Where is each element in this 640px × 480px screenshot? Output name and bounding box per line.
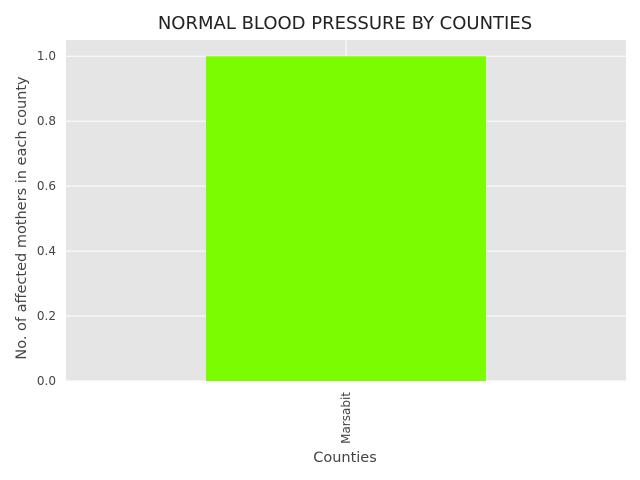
y-axis-ticks: 0.0 0.2 0.4 0.6 0.8 1.0 (37, 49, 56, 388)
y-tick-label: 1.0 (37, 49, 56, 63)
x-tick-label: Marsabit (339, 392, 353, 444)
chart-title: NORMAL BLOOD PRESSURE BY COUNTIES (158, 13, 532, 34)
y-axis-label: No. of affected mothers in each county (14, 76, 30, 360)
y-tick-label: 0.2 (37, 309, 56, 323)
y-tick-label: 0.6 (37, 179, 56, 193)
bar-marsabit (206, 56, 486, 381)
x-axis-ticks: Marsabit (339, 392, 353, 444)
y-tick-label: 0.0 (37, 374, 56, 388)
y-tick-label: 0.8 (37, 114, 56, 128)
y-tick-label: 0.4 (37, 244, 56, 258)
bars (206, 56, 486, 381)
x-axis-label: Counties (313, 450, 377, 466)
